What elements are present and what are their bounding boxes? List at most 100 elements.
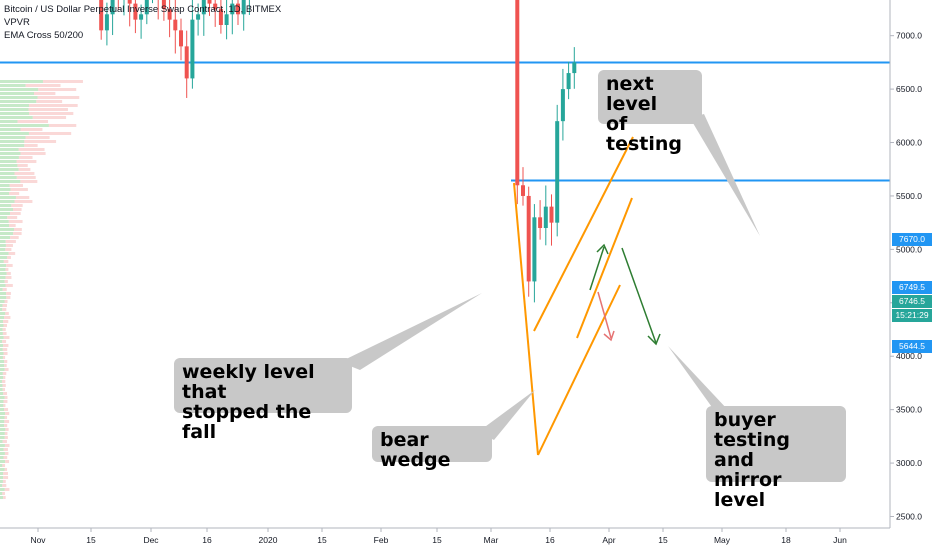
vp-bar-sell [3,472,8,475]
vp-bar-buy [0,236,11,239]
vp-bar-sell [5,248,12,251]
vp-bar-buy [0,148,19,151]
candle-body [526,195,531,282]
vp-bar-sell [3,376,6,379]
vp-bar-sell [10,188,28,191]
vp-bar-sell [9,212,21,215]
vp-bar-sell [18,168,31,171]
vp-bar-buy [0,412,6,415]
vp-bar-sell [4,432,8,435]
candle-body [207,0,212,4]
vp-bar-buy [0,188,11,191]
vp-bar-sell [3,324,8,327]
vp-bar-sell [4,408,9,411]
y-tick-label: 7000.0 [896,31,922,41]
indicator-vpvr[interactable]: VPVR [4,17,30,28]
vp-bar-buy [0,192,10,195]
vp-bar-sell [48,124,77,127]
vp-bar-buy [0,288,3,291]
candle-body [532,217,537,282]
trend-drawings[interactable] [340,114,760,456]
vp-bar-buy [0,392,4,395]
candle-body [190,19,195,79]
vp-bar-buy [0,264,7,267]
candle-body [133,3,138,20]
vp-bar-buy [0,452,5,455]
vp-bar-buy [0,140,25,143]
vp-bar-sell [17,120,49,123]
candle-body [572,62,577,74]
vp-bar-buy [0,360,5,363]
vp-bar-sell [2,332,7,335]
vp-bar-sell [3,448,8,451]
vp-bar-sell [3,400,8,403]
x-tick-label: Feb [374,535,389,545]
annotation-buyer-testing[interactable]: buyer testing and mirror level [706,406,846,510]
candle-body [549,206,554,223]
vp-bar-sell [13,232,22,235]
vp-bar-sell [2,328,6,331]
vp-bar-sell [20,152,46,155]
vp-bar-buy [0,152,21,155]
vp-bar-sell [2,356,6,359]
annotation-next-level[interactable]: next level of testing [598,70,702,154]
candle-body [196,14,201,20]
vp-bar-buy [0,380,2,383]
vp-bar-sell [2,348,8,351]
vp-bar-buy [0,340,3,343]
vp-bar-buy [0,208,13,211]
vp-bar-buy [0,248,6,251]
chart-title: Bitcoin / US Dollar Perpetual Inverse Sw… [4,4,282,15]
vp-bar-buy [0,336,4,339]
volume-profile [0,80,83,499]
vp-bar-buy [0,316,5,319]
vp-bar-buy [0,228,14,231]
vp-bar-sell [25,84,61,87]
horizontal-levels[interactable] [0,0,890,182]
vp-bar-sell [2,308,7,311]
vp-bar-buy [0,280,5,283]
vp-bar-buy [0,384,3,387]
candle-body [521,185,525,196]
x-tick-label: May [714,535,731,545]
vp-bar-sell [38,88,77,91]
vp-bar-buy [0,244,6,247]
vp-bar-buy [0,356,3,359]
vp-bar-sell [11,204,23,207]
vp-bar-sell [14,172,35,175]
annotation-weekly-level[interactable]: weekly level that stopped the fall [174,358,352,442]
vp-bar-buy [0,172,15,175]
vp-bar-sell [28,132,72,135]
y-tick-label: 6000.0 [896,138,922,148]
candle-body [515,0,520,186]
vp-bar-sell [15,196,30,199]
vp-bar-buy [0,116,33,119]
candle-body [173,19,178,31]
x-tick-label: 16 [202,535,212,545]
vp-bar-sell [2,440,7,443]
vp-bar-sell [4,416,8,419]
annotation-bear-wedge[interactable]: bear wedge [372,426,492,470]
vp-bar-sell [5,284,13,287]
x-tick-label: 15 [317,535,327,545]
vp-bar-buy [0,456,4,459]
vp-bar-buy [0,240,6,243]
vp-bar-sell [4,444,10,447]
vp-bar-sell [16,160,37,163]
candle-body [218,8,223,25]
green-arrow-up [589,246,605,291]
vp-bar-buy [0,276,6,279]
vp-bar-buy [0,372,3,375]
vp-bar-sell [5,312,9,315]
indicator-ema-cross[interactable]: EMA Cross 50/200 [4,30,84,41]
vp-bar-sell [16,176,36,179]
vp-bar-buy [0,408,5,411]
vp-bar-sell [24,144,38,147]
price-tag-countdown: 15:21:29 [892,309,932,322]
vp-bar-buy [0,300,5,303]
vp-bar-buy [0,348,3,351]
candle-body [201,0,206,15]
y-tick-label: 6500.0 [896,84,922,94]
